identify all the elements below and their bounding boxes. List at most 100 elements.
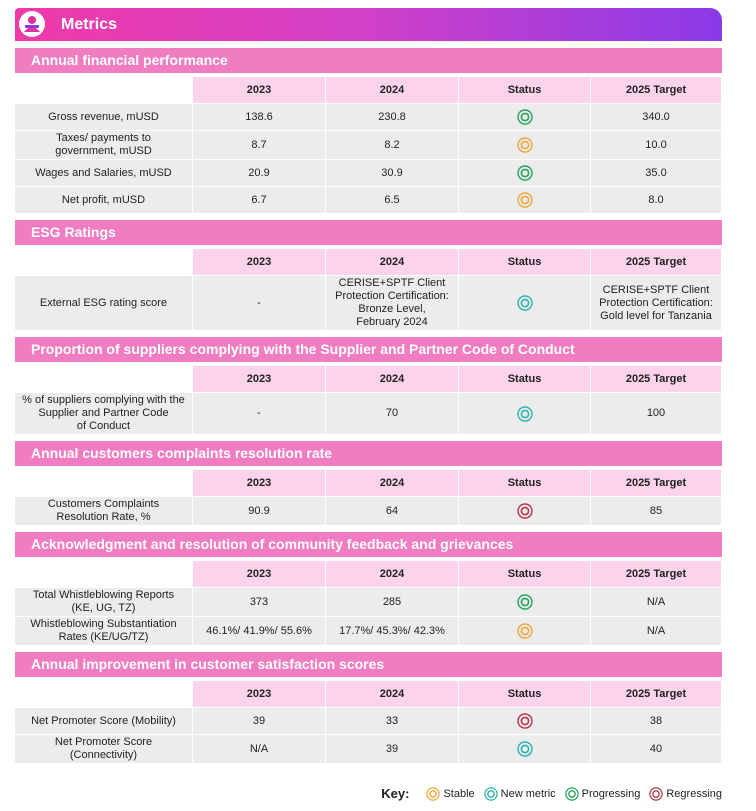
column-header: 2023 xyxy=(193,366,326,392)
column-header: 2024 xyxy=(326,561,459,587)
column-header: 2025 Target xyxy=(591,470,722,496)
column-header: 2024 xyxy=(326,366,459,392)
data-row: Total Whistleblowing Reports (KE, UG, TZ… xyxy=(15,588,722,616)
column-header: 2023 xyxy=(193,561,326,587)
logo-icon xyxy=(19,11,45,37)
cell-value: CERISE+SPTF Client Protection Certificat… xyxy=(326,276,459,330)
cell-value: 8.0 xyxy=(591,187,722,213)
row-label: Taxes/ payments to government, mUSD xyxy=(15,131,193,159)
column-header: Status xyxy=(459,77,591,103)
cell-value: 17.7%/ 45.3%/ 42.3% xyxy=(326,617,459,645)
section-title: ESG Ratings xyxy=(15,220,722,245)
column-header: 2025 Target xyxy=(591,77,722,103)
column-header: Status xyxy=(459,366,591,392)
section: Annual improvement in customer satisfact… xyxy=(15,652,722,763)
cell-value: 6.7 xyxy=(193,187,326,213)
section-title: Acknowledgment and resolution of communi… xyxy=(15,532,722,557)
status-icon xyxy=(516,741,533,757)
cell-value: N/A xyxy=(193,735,326,763)
status-cell xyxy=(459,497,591,525)
header-row: 2023 2024 Status 2025 Target xyxy=(15,366,722,392)
cell-value: 340.0 xyxy=(591,104,722,130)
section-title: Annual customers complaints resolution r… xyxy=(15,441,722,466)
status-icon xyxy=(516,405,533,422)
row-label: Net profit, mUSD xyxy=(15,187,193,213)
column-header: Status xyxy=(459,249,591,275)
cell-value: 90.9 xyxy=(193,497,326,525)
blank-cell xyxy=(15,249,193,275)
legend-title: Key: xyxy=(381,786,410,801)
cell-value: 35.0 xyxy=(591,160,722,186)
cell-value: 8.2 xyxy=(326,131,459,159)
legend-item: Stable xyxy=(426,786,475,801)
status-cell xyxy=(459,187,591,213)
status-cell xyxy=(459,104,591,130)
row-label: Total Whistleblowing Reports (KE, UG, TZ… xyxy=(15,588,193,616)
column-header: 2023 xyxy=(193,681,326,707)
cell-value: 39 xyxy=(326,735,459,763)
section: Annual financial performance 2023 2024 Stat… xyxy=(15,48,722,213)
column-header: Status xyxy=(459,561,591,587)
status-cell xyxy=(459,588,591,616)
data-row: External ESG rating score - CERISE+SPTF Cl… xyxy=(15,276,722,330)
status-cell xyxy=(459,160,591,186)
cell-value: 70 xyxy=(326,393,459,434)
row-label: Wages and Salaries, mUSD xyxy=(15,160,193,186)
blank-cell xyxy=(15,561,193,587)
row-label: External ESG rating score xyxy=(15,276,193,330)
row-label: Customers Complaints Resolution Rate, % xyxy=(15,497,193,525)
row-label: % of suppliers complying with the Suppli… xyxy=(15,393,193,434)
cell-value: - xyxy=(193,276,326,330)
cell-value: 33 xyxy=(326,708,459,734)
row-label: Net Promoter Score (Connectivity) xyxy=(15,735,193,763)
column-header: 2024 xyxy=(326,681,459,707)
column-header: 2024 xyxy=(326,470,459,496)
section: Acknowledgment and resolution of communi… xyxy=(15,532,722,645)
legend-item: Regressing xyxy=(649,786,722,801)
section-title: Annual financial performance xyxy=(15,48,722,73)
legend-label: Regressing xyxy=(666,787,722,800)
cell-value: 373 xyxy=(193,588,326,616)
status-cell xyxy=(459,708,591,734)
blank-cell xyxy=(15,77,193,103)
column-header: 2024 xyxy=(326,249,459,275)
status-cell xyxy=(459,735,591,763)
data-row: Net profit, mUSD 6.7 6.5 8.0 xyxy=(15,187,722,213)
cell-value: 230.8 xyxy=(326,104,459,130)
data-row: Whistleblowing Substantiation Rates (KE/… xyxy=(15,617,722,645)
status-icon xyxy=(516,623,533,639)
blank-cell xyxy=(15,681,193,707)
section: Annual customers complaints resolution r… xyxy=(15,441,722,525)
column-header: 2025 Target xyxy=(591,249,722,275)
header-title: Metrics xyxy=(61,16,118,33)
cell-value: 100 xyxy=(591,393,722,434)
row-label: Net Promoter Score (Mobility) xyxy=(15,708,193,734)
legend-label: Progressing xyxy=(581,787,641,800)
cell-value: 40 xyxy=(591,735,722,763)
cell-value: 64 xyxy=(326,497,459,525)
status-icon xyxy=(516,192,533,208)
legend-item: New metric xyxy=(483,786,556,801)
cell-value: 6.5 xyxy=(326,187,459,213)
column-header: 2025 Target xyxy=(591,561,722,587)
status-icon xyxy=(649,786,664,801)
column-header: Status xyxy=(459,470,591,496)
cell-value: 39 xyxy=(193,708,326,734)
section-title: Annual improvement in customer satisfact… xyxy=(15,652,722,677)
section: ESG Ratings 2023 2024 Status 2025 Target Exte… xyxy=(15,220,722,330)
row-label: Whistleblowing Substantiation Rates (KE/… xyxy=(15,617,193,645)
cell-value: - xyxy=(193,393,326,434)
cell-value: 8.7 xyxy=(193,131,326,159)
status-icon xyxy=(516,109,533,125)
status-icon xyxy=(516,503,533,519)
data-row: Net Promoter Score (Mobility) 39 33 38 xyxy=(15,708,722,734)
section-title: Proportion of suppliers complying with t… xyxy=(15,337,722,362)
data-row: Customers Complaints Resolution Rate, % 9… xyxy=(15,497,722,525)
status-icon xyxy=(564,786,579,801)
status-icon xyxy=(483,786,498,801)
data-row: Net Promoter Score (Connectivity) N/A 39 40 xyxy=(15,735,722,763)
column-header: 2025 Target xyxy=(591,366,722,392)
legend-label: Stable xyxy=(443,787,475,800)
data-row: Wages and Salaries, mUSD 20.9 30.9 35.0 xyxy=(15,160,722,186)
